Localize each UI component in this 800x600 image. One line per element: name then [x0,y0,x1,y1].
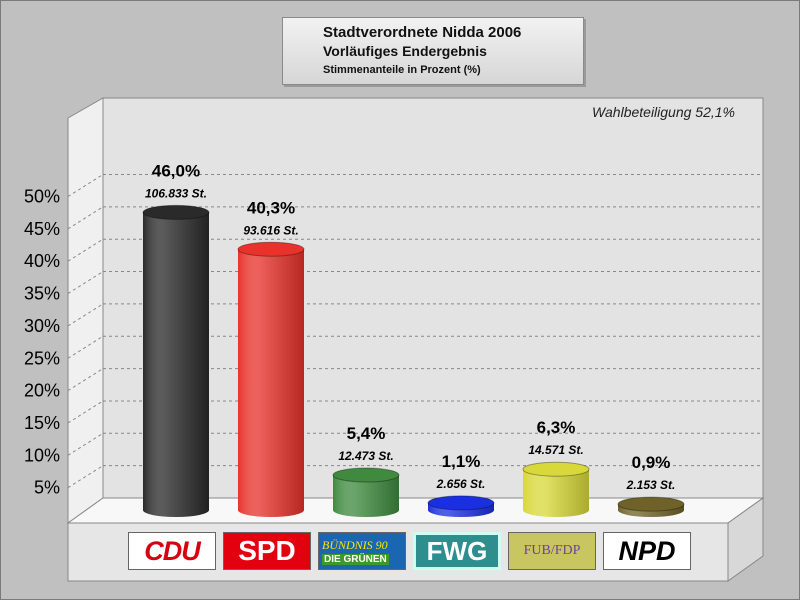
bar-votes-label: 2.153 St. [626,478,676,492]
bar-top [522,461,590,477]
bar: 40,3% 93.616 St. [237,198,305,517]
bar-top [617,496,685,512]
back-wall [102,97,764,499]
cdu-logo-text: CDU [144,535,200,566]
gruene-logo-top: BÜNDNIS 90 [322,537,388,552]
grid-line-side [67,174,104,197]
y-tick-label: 5% [34,478,60,498]
title-box: Stadtverordnete Nidda 2006 Vorläufiges E… [282,17,584,85]
gruene-logo-bottom: DIE GRÜNEN [322,553,389,565]
grid-line-side [67,368,104,392]
bar: 0,9% 2.153 St. [617,453,685,517]
bar: 46,0% 106.833 St. [142,161,210,517]
y-tick-label: 40% [24,251,60,271]
grid-line-side [67,432,104,456]
spd-logo: SPD [223,532,311,570]
y-tick-label: 30% [24,316,60,336]
y-tick-label: 50% [24,187,60,207]
bars: 46,0% 106.833 St. 40,3% 93.616 St. 5,4% 12.47… [142,161,685,517]
grid-lines [67,174,763,489]
spd-logo-text: SPD [238,535,296,566]
chart-title: Stadtverordnete Nidda 2006 [323,24,522,41]
chart-unit-label: Stimmenanteile in Prozent (%) [323,64,481,76]
bar: 5,4% 12.473 St. [332,424,400,517]
chart-subtitle: Vorläufiges Endergebnis [323,43,487,59]
grid-line-side [67,400,104,424]
bar-shading [333,475,399,517]
npd-logo: NPD [603,532,691,570]
y-tick-label: 20% [24,381,60,401]
bar-top [427,495,495,511]
y-tick-label: 45% [24,219,60,239]
fubfdp-logo: FUB/FDP [508,532,596,570]
bar-value-label: 6,3% [537,418,576,437]
bar-votes-label: 14.571 St. [528,443,583,457]
y-axis-ticks: 5% 10% 15% 20% 25% 30% 35% 40% 45% 50% [24,187,60,498]
grid-line-side [67,465,104,489]
grid-line-side [67,335,104,359]
bar-top [237,241,305,257]
bar-value-label: 5,4% [347,424,386,443]
cdu-logo: CDU [128,532,216,570]
bar-shading [523,469,589,517]
bar: 1,1% 2.656 St. [427,452,495,517]
bar-votes-label: 2.656 St. [436,477,486,491]
bar-top [142,204,210,220]
y-tick-label: 35% [24,284,60,304]
bar-votes-label: 12.473 St. [338,449,393,463]
gruene-logo: BÜNDNIS 90 DIE GRÜNEN [318,532,406,570]
fubfdp-logo-text: FUB/FDP [523,543,581,558]
bar-votes-label: 106.833 St. [145,186,207,200]
bar-value-label: 1,1% [442,452,481,471]
turnout-annotation: Wahlbeteiligung 52,1% [592,104,735,120]
bar-shading [238,249,304,517]
side-wall [67,97,104,524]
grid-line-side [67,238,104,262]
bar-top [332,467,400,483]
bar: 6,3% 14.571 St. [522,418,590,517]
bar-shading [143,212,209,517]
y-tick-label: 10% [24,445,60,465]
bar-votes-label: 93.616 St. [243,223,298,237]
y-tick-label: 15% [24,413,60,433]
y-tick-label: 25% [24,348,60,368]
bar-value-label: 40,3% [247,198,295,217]
bar-value-label: 0,9% [632,453,671,472]
grid-line-side [67,206,104,230]
grid-line-side [67,271,104,294]
npd-logo-text: NPD [618,535,676,566]
fwg-logo-text: FWG [426,535,488,566]
grid-line-side [67,303,104,327]
fwg-logo: FWG [413,532,501,570]
bar-value-label: 46,0% [152,161,200,180]
